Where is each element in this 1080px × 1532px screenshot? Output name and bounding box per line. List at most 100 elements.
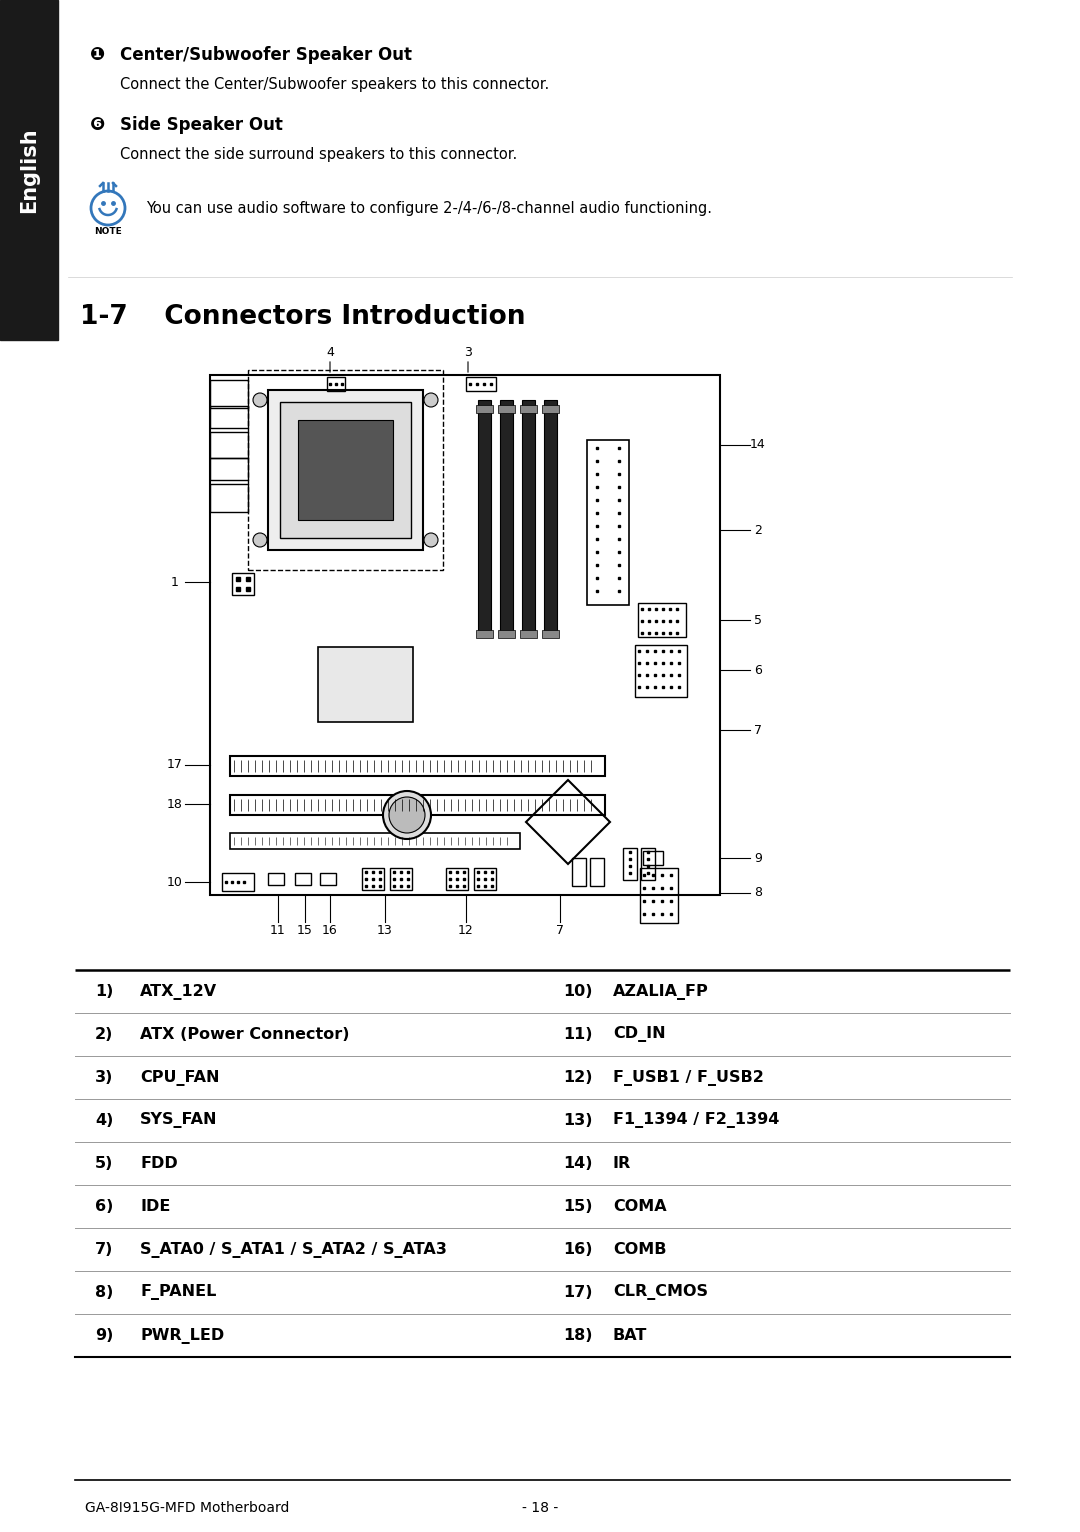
Bar: [327, 377, 345, 391]
Text: F_USB1 / F_USB2: F_USB1 / F_USB2: [613, 1069, 764, 1086]
Text: 18): 18): [563, 1328, 593, 1344]
Bar: [542, 404, 559, 414]
Bar: [465, 377, 496, 391]
Bar: [590, 858, 604, 885]
Bar: [519, 404, 537, 414]
Text: F1_1394 / F2_1394: F1_1394 / F2_1394: [613, 1112, 780, 1129]
Text: 11): 11): [563, 1026, 593, 1042]
Bar: [230, 755, 605, 777]
Text: 5: 5: [754, 613, 762, 627]
Bar: [643, 850, 663, 866]
Text: COMA: COMA: [613, 1200, 666, 1213]
Text: 16: 16: [322, 924, 338, 936]
Text: 7: 7: [754, 723, 762, 737]
Text: 3): 3): [95, 1069, 113, 1085]
Bar: [446, 869, 468, 890]
Text: CD_IN: CD_IN: [613, 1026, 665, 1042]
Bar: [519, 630, 537, 637]
Text: Side Speaker Out: Side Speaker Out: [120, 116, 283, 133]
Text: Connect the Center/Subwoofer speakers to this connector.: Connect the Center/Subwoofer speakers to…: [120, 78, 550, 92]
Circle shape: [253, 394, 267, 408]
Text: 7: 7: [556, 924, 564, 936]
Text: CPU_FAN: CPU_FAN: [140, 1069, 219, 1086]
Text: 1-7    Connectors Introduction: 1-7 Connectors Introduction: [80, 303, 526, 329]
Text: 18: 18: [167, 798, 183, 810]
Bar: [588, 440, 629, 605]
Text: ❶: ❶: [90, 46, 105, 64]
Circle shape: [383, 791, 431, 840]
Bar: [362, 869, 384, 890]
Text: 1: 1: [171, 576, 179, 588]
Text: Connect the side surround speakers to this connector.: Connect the side surround speakers to th…: [120, 147, 517, 162]
Text: 16): 16): [563, 1242, 593, 1256]
Bar: [210, 458, 248, 480]
Text: 11: 11: [270, 924, 286, 936]
Bar: [474, 869, 496, 890]
Bar: [248, 371, 443, 570]
Text: 6: 6: [754, 663, 761, 677]
Bar: [498, 630, 515, 637]
Text: 6): 6): [95, 1200, 113, 1213]
Text: 15): 15): [563, 1200, 593, 1213]
Bar: [210, 432, 248, 458]
Bar: [268, 873, 284, 885]
Bar: [295, 873, 311, 885]
Text: 5): 5): [95, 1157, 113, 1170]
Text: 14): 14): [563, 1157, 593, 1170]
Bar: [623, 849, 637, 879]
Text: 4): 4): [95, 1114, 113, 1128]
Bar: [478, 400, 491, 634]
Bar: [230, 795, 605, 815]
Bar: [476, 404, 492, 414]
Bar: [320, 873, 336, 885]
Text: - 18 -: - 18 -: [522, 1501, 558, 1515]
Bar: [232, 573, 254, 594]
Bar: [210, 380, 248, 408]
Text: 12): 12): [563, 1069, 593, 1085]
Text: 17: 17: [167, 758, 183, 772]
Text: English: English: [19, 127, 39, 213]
Bar: [390, 869, 411, 890]
Text: 8): 8): [95, 1285, 113, 1301]
Text: SYS_FAN: SYS_FAN: [140, 1112, 217, 1129]
Text: Center/Subwoofer Speaker Out: Center/Subwoofer Speaker Out: [120, 46, 411, 64]
Text: NOTE: NOTE: [94, 227, 122, 236]
Bar: [572, 858, 586, 885]
Text: 7): 7): [95, 1242, 113, 1256]
Circle shape: [253, 533, 267, 547]
Text: BAT: BAT: [613, 1328, 647, 1344]
Text: 10: 10: [167, 875, 183, 889]
Text: 1): 1): [95, 984, 113, 999]
Text: F_PANEL: F_PANEL: [140, 1284, 216, 1301]
Text: 9): 9): [95, 1328, 113, 1344]
Text: FDD: FDD: [140, 1157, 178, 1170]
Bar: [522, 400, 535, 634]
Bar: [500, 400, 513, 634]
Text: 15: 15: [297, 924, 313, 936]
Bar: [638, 604, 686, 637]
Text: 4: 4: [326, 346, 334, 360]
Text: ATX (Power Connector): ATX (Power Connector): [140, 1026, 350, 1042]
Bar: [280, 401, 411, 538]
Text: 13): 13): [563, 1114, 593, 1128]
Text: GA-8I915G-MFD Motherboard: GA-8I915G-MFD Motherboard: [85, 1501, 289, 1515]
Circle shape: [424, 533, 438, 547]
Bar: [476, 630, 492, 637]
Bar: [498, 404, 515, 414]
Text: 2: 2: [754, 524, 761, 536]
Bar: [0, 0, 58, 340]
Text: IDE: IDE: [140, 1200, 171, 1213]
Bar: [635, 645, 687, 697]
Bar: [268, 391, 423, 550]
Bar: [210, 375, 720, 895]
Bar: [542, 630, 559, 637]
Bar: [642, 849, 654, 879]
Text: CLR_CMOS: CLR_CMOS: [613, 1284, 708, 1301]
Bar: [298, 420, 393, 519]
Text: PWR_LED: PWR_LED: [140, 1328, 225, 1344]
Text: 3: 3: [464, 346, 472, 360]
Text: COMB: COMB: [613, 1242, 666, 1256]
Text: 8: 8: [754, 887, 762, 899]
Bar: [544, 400, 557, 634]
Bar: [210, 484, 248, 512]
